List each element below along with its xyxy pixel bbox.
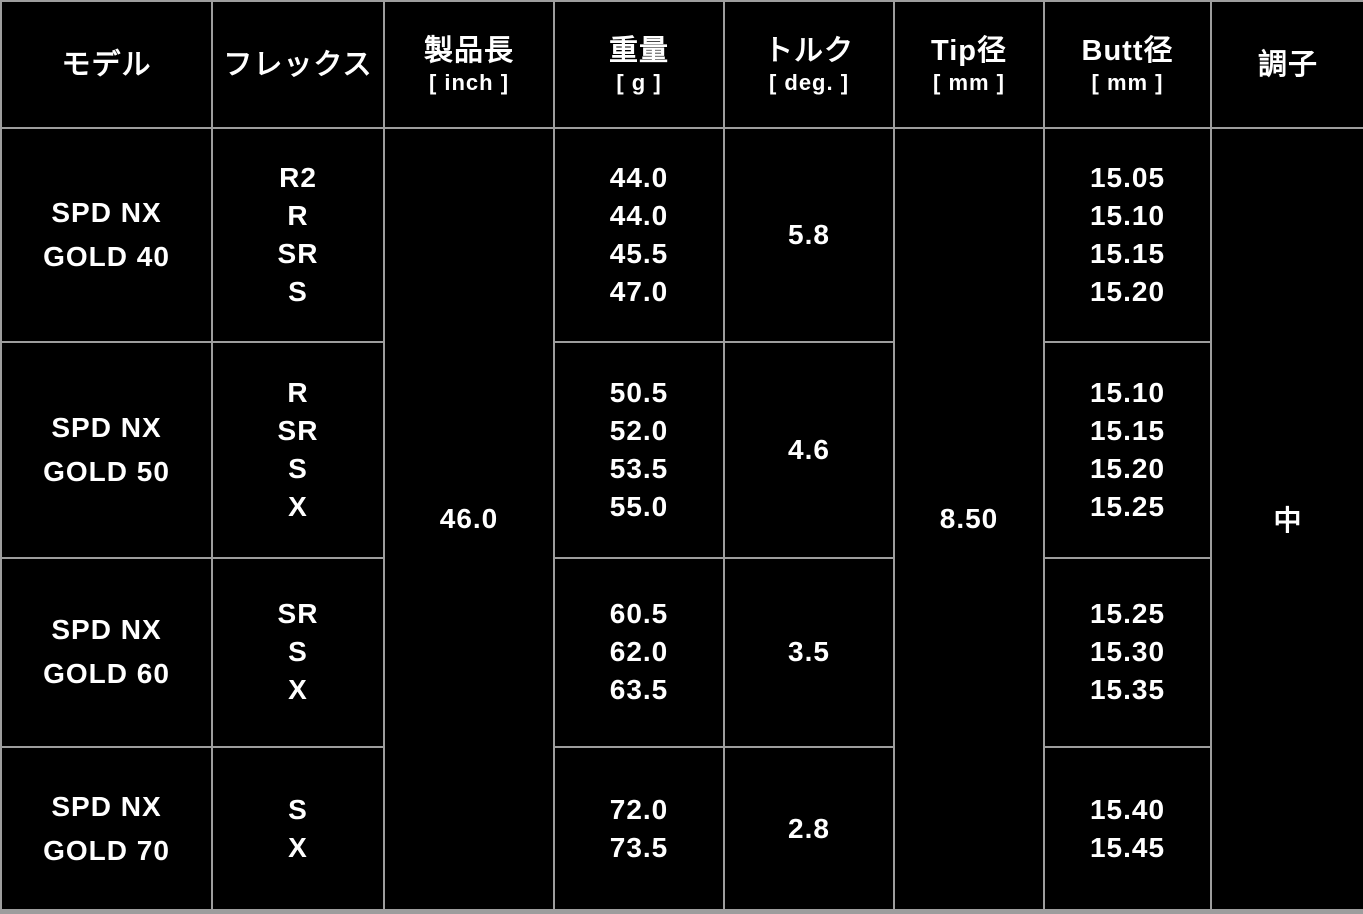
model-text: SPD NX GOLD 50 <box>43 412 170 488</box>
kick-merged-cell: 中 <box>1210 127 1363 914</box>
header-length: 製品長 [ inch ] <box>383 0 555 129</box>
flex-cell: R SR S X <box>211 341 385 559</box>
butt-cell: 15.05 15.10 15.15 15.20 <box>1043 126 1212 344</box>
header-title: モデル <box>61 48 152 81</box>
torque-text: 2.8 <box>788 812 830 844</box>
flex-cell: S X <box>211 746 385 914</box>
length-merged-cell: 46.0 <box>383 127 555 914</box>
header-weight-wrap: 重量 [ g ] <box>555 34 723 96</box>
butt-text: 15.40 15.45 <box>1089 793 1166 863</box>
header-unit: [ mm ] <box>1091 69 1164 95</box>
flex-cell: SR S X <box>211 556 385 749</box>
header-kick-wrap: 調子 <box>1212 48 1363 82</box>
header-title: 調子 <box>1257 48 1318 81</box>
model-text: SPD NX GOLD 40 <box>43 197 170 273</box>
header-unit: [ g ] <box>616 69 662 95</box>
weight-text: 72.0 73.5 <box>609 793 669 863</box>
weight-text: 60.5 62.0 63.5 <box>609 598 669 706</box>
header-flex: フレックス <box>211 0 385 129</box>
flex-text: R SR S X <box>277 377 319 523</box>
model-cell: SPD NX GOLD 70 <box>0 746 213 914</box>
header-kick-point: 調子 <box>1210 0 1363 129</box>
header-row: モデル フレックス 製品長 [ inch ] <box>0 0 1363 129</box>
model-text: SPD NX GOLD 60 <box>43 614 170 690</box>
table-row-gold40: SPD NX GOLD 40 R2 R SR S 46.0 44.0 44.0 … <box>0 126 1363 914</box>
header-title: 製品長 <box>423 34 514 67</box>
torque-cell: 3.5 <box>723 556 895 749</box>
weight-cell: 44.0 44.0 45.5 47.0 <box>553 126 725 344</box>
header-unit: [ deg. ] <box>768 69 850 95</box>
header-title: Butt径 <box>1081 34 1174 67</box>
header-torque: トルク [ deg. ] <box>723 0 895 129</box>
torque-cell: 4.6 <box>723 341 895 559</box>
torque-text: 4.6 <box>788 434 830 466</box>
tip-merged-cell: 8.50 <box>893 127 1045 914</box>
header-model: モデル <box>0 0 213 129</box>
butt-text: 15.10 15.15 15.20 15.25 <box>1089 377 1166 523</box>
flex-cell: R2 R SR S <box>211 126 385 344</box>
flex-text: S X <box>288 793 308 863</box>
header-flex-wrap: フレックス <box>213 48 383 82</box>
header-unit: [ mm ] <box>933 69 1005 95</box>
header-weight: 重量 [ g ] <box>553 0 725 129</box>
header-model-wrap: モデル <box>2 48 211 82</box>
model-cell: SPD NX GOLD 40 <box>0 126 213 344</box>
weight-text: 44.0 44.0 45.5 47.0 <box>609 162 669 308</box>
header-tip-diameter: Tip径 [ mm ] <box>893 0 1045 129</box>
header-title: フレックス <box>223 48 373 81</box>
butt-cell: 15.25 15.30 15.35 <box>1043 556 1212 749</box>
header-butt-diameter: Butt径 [ mm ] <box>1043 0 1212 129</box>
header-torque-wrap: トルク [ deg. ] <box>725 34 893 96</box>
weight-text: 50.5 52.0 53.5 55.0 <box>609 377 669 523</box>
flex-text: SR S X <box>277 598 319 706</box>
flex-text: R2 R SR S <box>277 162 319 308</box>
butt-text: 15.05 15.10 15.15 15.20 <box>1089 162 1166 308</box>
header-title: トルク <box>763 34 854 67</box>
header-length-wrap: 製品長 [ inch ] <box>385 34 553 96</box>
header-title: Tip径 <box>931 34 1007 67</box>
torque-text: 5.8 <box>788 219 830 251</box>
table-row-gold60: SPD NX GOLD 60 SR S X 60.5 62.0 63.5 3.5… <box>0 556 1363 749</box>
weight-cell: 72.0 73.5 <box>553 746 725 914</box>
model-text: SPD NX GOLD 70 <box>43 790 170 866</box>
butt-cell: 15.40 15.45 <box>1043 746 1212 914</box>
weight-cell: 50.5 52.0 53.5 55.0 <box>553 341 725 559</box>
butt-cell: 15.10 15.15 15.20 15.25 <box>1043 341 1212 559</box>
model-cell: SPD NX GOLD 60 <box>0 556 213 749</box>
length-text: 46.0 <box>439 503 499 534</box>
torque-text: 3.5 <box>788 636 830 668</box>
table-row-gold50: SPD NX GOLD 50 R SR S X 50.5 52.0 53.5 5… <box>0 341 1363 559</box>
tip-text: 8.50 <box>939 503 999 534</box>
torque-cell: 5.8 <box>723 126 895 344</box>
weight-cell: 60.5 62.0 63.5 <box>553 556 725 749</box>
header-butt-wrap: Butt径 [ mm ] <box>1045 34 1210 96</box>
kick-text: 中 <box>1273 505 1303 536</box>
header-tip-wrap: Tip径 [ mm ] <box>895 34 1043 96</box>
header-title: 重量 <box>608 34 669 67</box>
table-row-gold70: SPD NX GOLD 70 S X 72.0 73.5 2.8 15.40 1… <box>0 746 1363 914</box>
torque-cell: 2.8 <box>723 746 895 914</box>
header-unit: [ inch ] <box>428 69 510 95</box>
butt-text: 15.25 15.30 15.35 <box>1089 598 1166 706</box>
model-cell: SPD NX GOLD 50 <box>0 341 213 559</box>
